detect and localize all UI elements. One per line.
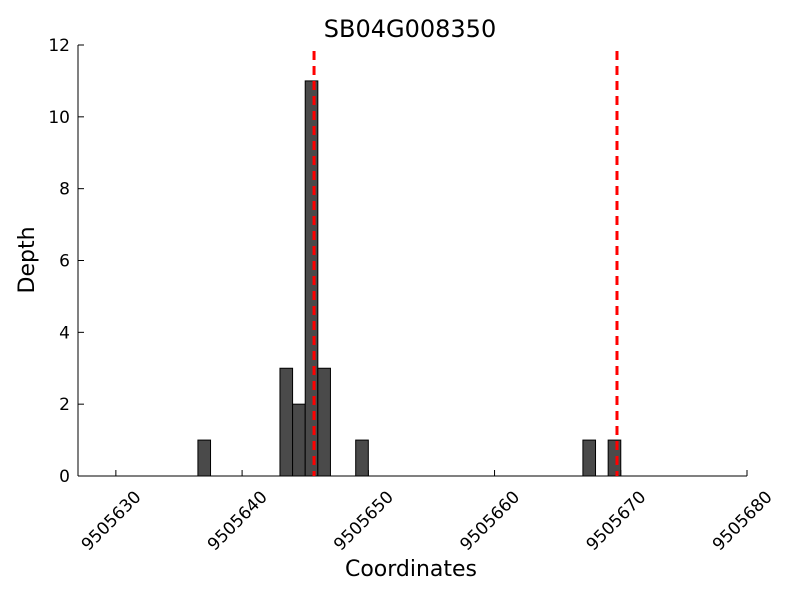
x-tick-label: 9505670: [583, 487, 651, 555]
histogram-bar: [279, 367, 294, 477]
y-tick-label: 8: [59, 180, 70, 200]
y-axis-label: Depth: [15, 226, 40, 293]
x-axis-label: Coordinates: [345, 557, 477, 582]
x-tick-label: 9505660: [456, 487, 524, 555]
histogram-bar: [292, 403, 306, 477]
histogram-bar: [355, 439, 369, 477]
y-tick-label: 10: [48, 108, 70, 128]
histogram-bar: [197, 439, 212, 477]
y-tick-label: 4: [59, 323, 70, 343]
chart-title: SB04G008350: [324, 15, 496, 43]
x-tick-label: 9505680: [709, 487, 777, 555]
histogram-bar: [582, 439, 597, 477]
x-tick-label: 9505650: [330, 487, 398, 555]
histogram-bar: [304, 80, 319, 477]
histogram-bar: [607, 439, 622, 477]
y-tick-label: 6: [59, 252, 70, 272]
y-tick-label: 0: [59, 467, 70, 487]
y-tick-label: 2: [59, 395, 70, 415]
histogram-bar: [317, 367, 331, 477]
y-tick-label: 12: [48, 36, 70, 56]
x-tick-label: 9505640: [204, 487, 272, 555]
x-tick-label: 9505630: [78, 487, 146, 555]
plot-area: 0 2 4 6 8 10 12 9505630 9505640 9505650 9505660 950…: [48, 36, 776, 555]
